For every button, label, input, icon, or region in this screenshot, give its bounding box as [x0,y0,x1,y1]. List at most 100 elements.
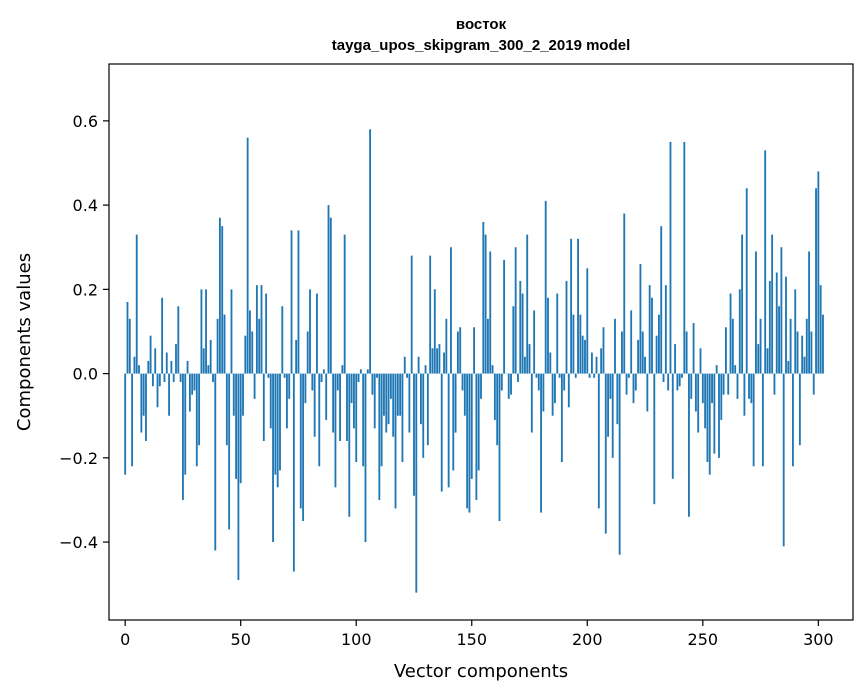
bar-130 [424,365,427,374]
bar-6 [138,365,140,374]
bar-76 [299,373,302,509]
bar-299 [815,188,817,374]
bar-103 [362,373,365,467]
bar-290 [794,289,797,374]
bar-169 [514,247,517,374]
bar-17 [163,373,166,383]
bar-46 [230,289,233,374]
bar-138 [443,352,445,374]
bar-121 [403,356,406,374]
bar-254 [711,373,713,404]
y-tick-label-3: 0.2 [73,280,98,299]
bar-15 [158,373,161,387]
bar-264 [734,365,737,374]
bar-129 [422,373,425,458]
bar-174 [526,234,529,374]
bar-302 [822,314,824,374]
bar-134 [433,289,436,374]
bar-192 [567,373,570,408]
bar-230 [655,335,658,374]
bar-211 [611,373,614,458]
bar-261 [727,373,730,395]
bar-48 [235,373,238,479]
bar-227 [648,285,651,374]
bar-188 [558,373,561,378]
bar-226 [646,373,649,412]
bar-109 [376,373,378,378]
bar-84 [318,373,321,467]
bar-25 [182,373,184,500]
bar-238 [674,344,677,374]
bar-196 [577,238,579,374]
bar-79 [306,331,309,374]
bar-285 [782,373,785,547]
bar-275 [759,318,762,374]
bar-154 [480,373,482,399]
bar-52 [244,335,247,374]
bar-253 [708,373,711,475]
bar-4 [133,356,136,374]
bar-231 [657,314,660,374]
x-tick-label-250: 250 [688,630,719,649]
bar-85 [320,373,323,383]
bar-255 [713,373,716,454]
x-axis-ticks: 0 50 100 150 200 250 300 [120,620,834,649]
bar-10 [147,360,150,374]
bar-221 [634,373,637,391]
bar-272 [752,373,755,467]
bar-233 [662,373,665,383]
bar-252 [706,373,709,463]
y-axis-ticks: −0.4 −0.2 0.0 0.2 0.4 0.6 [59,112,109,552]
bar-51 [242,373,244,416]
bar-259 [722,373,725,395]
bar-125 [413,373,415,496]
bar-181 [542,373,545,412]
bar-225 [644,356,646,374]
bar-95 [343,234,346,374]
x-tick-label-300: 300 [803,630,834,649]
bar-36 [207,365,210,374]
bar-108 [373,373,376,429]
bar-198 [581,335,584,374]
bar-34 [202,348,205,374]
bar-177 [533,310,536,374]
bar-96 [346,373,348,441]
bar-260 [725,327,727,374]
bar-258 [720,373,723,420]
bar-204 [595,356,598,374]
bar-16 [161,297,164,374]
bar-33 [200,289,203,374]
bar-8 [142,373,145,416]
bar-63 [269,373,272,429]
y-tick-label-0: −0.4 [59,533,98,552]
bar-214 [618,373,621,555]
bar-81 [311,373,314,391]
bar-68 [281,306,284,374]
bar-60 [262,373,265,441]
bar-89 [329,217,332,374]
bar-146 [461,373,464,391]
x-tick-label-150: 150 [456,630,487,649]
bar-49 [237,373,240,580]
bar-87 [325,373,328,420]
bar-series [124,129,824,593]
bar-143 [454,373,457,433]
bar-7 [140,373,143,433]
bar-44 [225,373,228,446]
bar-111 [380,373,383,467]
bar-240 [678,373,681,387]
bar-101 [357,373,360,383]
bar-140 [447,373,450,488]
bar-132 [429,255,432,374]
bar-222 [637,339,640,374]
bar-210 [609,373,612,399]
bar-300 [817,171,820,374]
bar-115 [389,373,392,399]
bar-114 [387,373,390,425]
y-tick-label-4: 0.4 [73,196,98,215]
bar-77 [302,373,305,522]
x-axis-label: Vector components [394,661,568,682]
bar-281 [773,373,776,395]
bar-168 [512,306,515,374]
bar-78 [304,373,307,404]
